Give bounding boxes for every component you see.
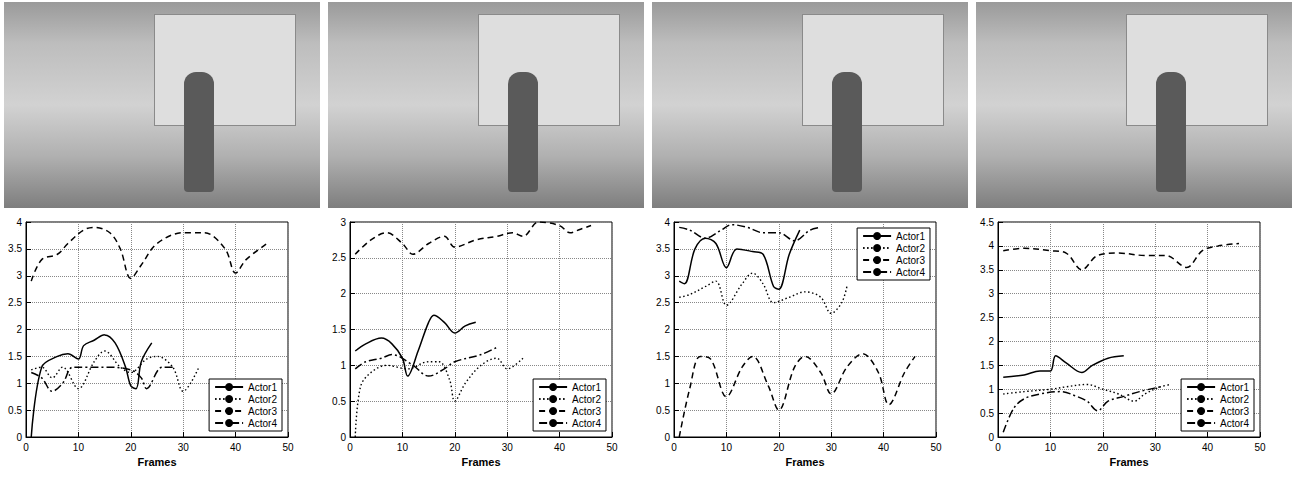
svg-text:Actor1: Actor1	[572, 382, 601, 393]
svg-text:3: 3	[664, 270, 670, 281]
svg-text:0: 0	[988, 432, 994, 443]
svg-text:Actor1: Actor1	[248, 382, 277, 393]
svg-text:0.5: 0.5	[656, 405, 670, 416]
svg-text:0: 0	[340, 432, 346, 443]
svg-text:1.5: 1.5	[656, 351, 670, 362]
svg-text:Actor3: Actor3	[572, 406, 601, 417]
svg-text:Actor1: Actor1	[896, 231, 925, 242]
svg-text:Actor4: Actor4	[1220, 418, 1249, 429]
svg-text:30: 30	[178, 442, 190, 453]
svg-text:Frames: Frames	[1109, 456, 1148, 468]
svg-text:1: 1	[340, 360, 346, 371]
svg-text:1.5: 1.5	[332, 324, 346, 335]
svg-text:50: 50	[1254, 442, 1266, 453]
svg-text:1.5: 1.5	[8, 351, 22, 362]
svg-text:Frames: Frames	[461, 456, 500, 468]
svg-text:1: 1	[664, 378, 670, 389]
svg-text:3.5: 3.5	[656, 243, 670, 254]
svg-text:2.5: 2.5	[8, 297, 22, 308]
svg-text:2.5: 2.5	[332, 252, 346, 263]
svg-text:Actor3: Actor3	[896, 255, 925, 266]
svg-text:10: 10	[397, 442, 409, 453]
svg-text:30: 30	[826, 442, 838, 453]
svg-text:0: 0	[16, 432, 22, 443]
svg-text:Actor4: Actor4	[248, 418, 277, 429]
svg-text:1: 1	[988, 384, 994, 395]
svg-text:20: 20	[1097, 442, 1109, 453]
svg-text:40: 40	[1202, 442, 1214, 453]
svg-text:2: 2	[988, 336, 994, 347]
svg-text:40: 40	[230, 442, 242, 453]
svg-text:0.5: 0.5	[8, 405, 22, 416]
svg-text:4: 4	[988, 240, 994, 251]
svg-text:0: 0	[347, 442, 353, 453]
svg-text:0.5: 0.5	[332, 396, 346, 407]
svg-text:Actor4: Actor4	[572, 418, 601, 429]
svg-text:Actor2: Actor2	[896, 243, 925, 254]
svg-text:1.5: 1.5	[980, 360, 994, 371]
svg-text:Actor3: Actor3	[1220, 406, 1249, 417]
svg-text:0: 0	[995, 442, 1001, 453]
svg-text:1: 1	[16, 378, 22, 389]
svg-text:50: 50	[606, 442, 618, 453]
svg-text:2.5: 2.5	[656, 297, 670, 308]
svg-text:2: 2	[340, 288, 346, 299]
svg-text:3: 3	[988, 288, 994, 299]
svg-text:40: 40	[554, 442, 566, 453]
svg-text:Actor1: Actor1	[1220, 382, 1249, 393]
svg-text:20: 20	[449, 442, 461, 453]
svg-text:Actor3: Actor3	[248, 406, 277, 417]
svg-text:Actor2: Actor2	[572, 394, 601, 405]
svg-text:0: 0	[23, 442, 29, 453]
svg-text:0.5: 0.5	[980, 408, 994, 419]
svg-text:3: 3	[16, 270, 22, 281]
svg-text:2.5: 2.5	[980, 312, 994, 323]
svg-text:Actor4: Actor4	[896, 267, 925, 278]
svg-text:20: 20	[125, 442, 137, 453]
svg-text:0: 0	[664, 432, 670, 443]
svg-text:3: 3	[340, 217, 346, 228]
svg-text:10: 10	[73, 442, 85, 453]
svg-text:40: 40	[878, 442, 890, 453]
svg-text:30: 30	[1150, 442, 1162, 453]
svg-text:2: 2	[16, 324, 22, 335]
svg-text:20: 20	[773, 442, 785, 453]
svg-text:0: 0	[671, 442, 677, 453]
svg-text:30: 30	[502, 442, 514, 453]
svg-text:50: 50	[930, 442, 942, 453]
svg-text:4: 4	[664, 217, 670, 228]
svg-text:2: 2	[664, 324, 670, 335]
svg-text:50: 50	[282, 442, 294, 453]
svg-text:10: 10	[1045, 442, 1057, 453]
svg-text:Frames: Frames	[137, 456, 176, 468]
svg-text:Actor2: Actor2	[1220, 394, 1249, 405]
svg-text:4: 4	[16, 217, 22, 228]
svg-text:10: 10	[721, 442, 733, 453]
svg-text:3.5: 3.5	[980, 264, 994, 275]
svg-text:4.5: 4.5	[980, 217, 994, 228]
svg-text:3.5: 3.5	[8, 243, 22, 254]
svg-text:Frames: Frames	[785, 456, 824, 468]
svg-text:Actor2: Actor2	[248, 394, 277, 405]
